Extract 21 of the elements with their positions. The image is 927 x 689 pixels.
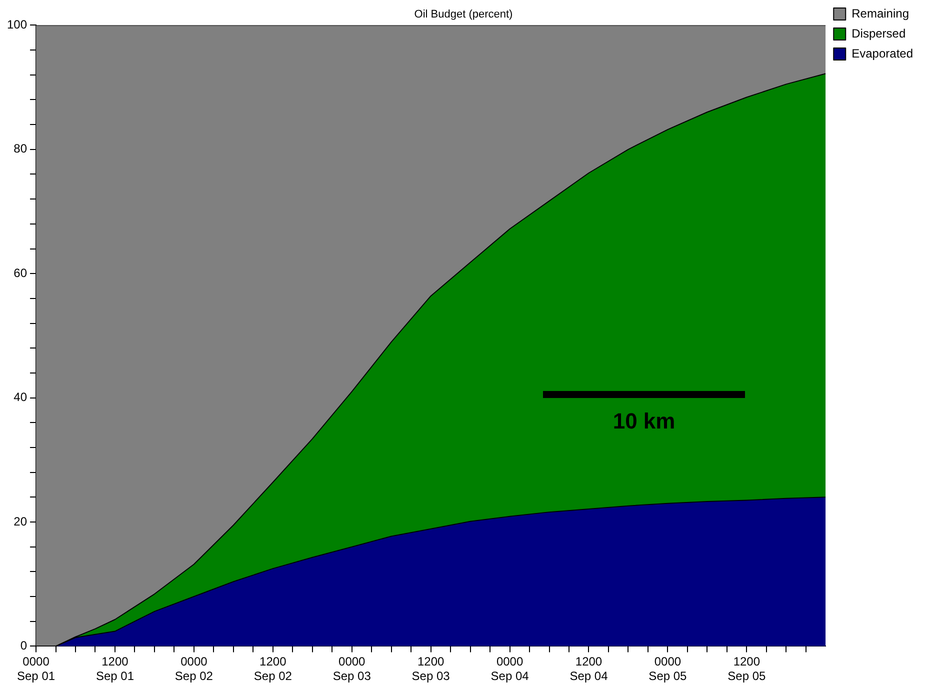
x-tick-label: 0000 Sep 05 (648, 654, 688, 684)
x-tick-label: 1200 Sep 01 (96, 654, 134, 684)
chart-title: Oil Budget (percent) (414, 8, 513, 21)
y-tick-label: 60 (14, 266, 28, 280)
x-tick-label: 1200 Sep 03 (412, 654, 450, 684)
y-tick-label: 80 (14, 142, 28, 156)
x-tick-label: 0000 Sep 03 (332, 654, 372, 684)
x-tick-label: 0000 Sep 04 (490, 654, 530, 684)
y-tick-label: 20 (14, 514, 28, 528)
annotation: 10 km (612, 408, 676, 434)
x-tick-label: 1200 Sep 04 (570, 654, 608, 684)
legend-label: Remaining (852, 6, 909, 20)
x-tick-label: 1200 Sep 02 (254, 654, 292, 684)
legend-label: Dispersed (852, 26, 906, 40)
x-tick-label: 0000 Sep 02 (174, 654, 214, 684)
y-tick-label: 0 (20, 638, 28, 653)
y-tick-label: 40 (14, 390, 28, 404)
legend-label: Evaporated (852, 46, 914, 60)
x-tick-label: 0000 Sep 01 (17, 654, 56, 684)
y-tick-label: 100 (6, 18, 28, 32)
x-tick-label: 1200 Sep 05 (728, 654, 766, 684)
